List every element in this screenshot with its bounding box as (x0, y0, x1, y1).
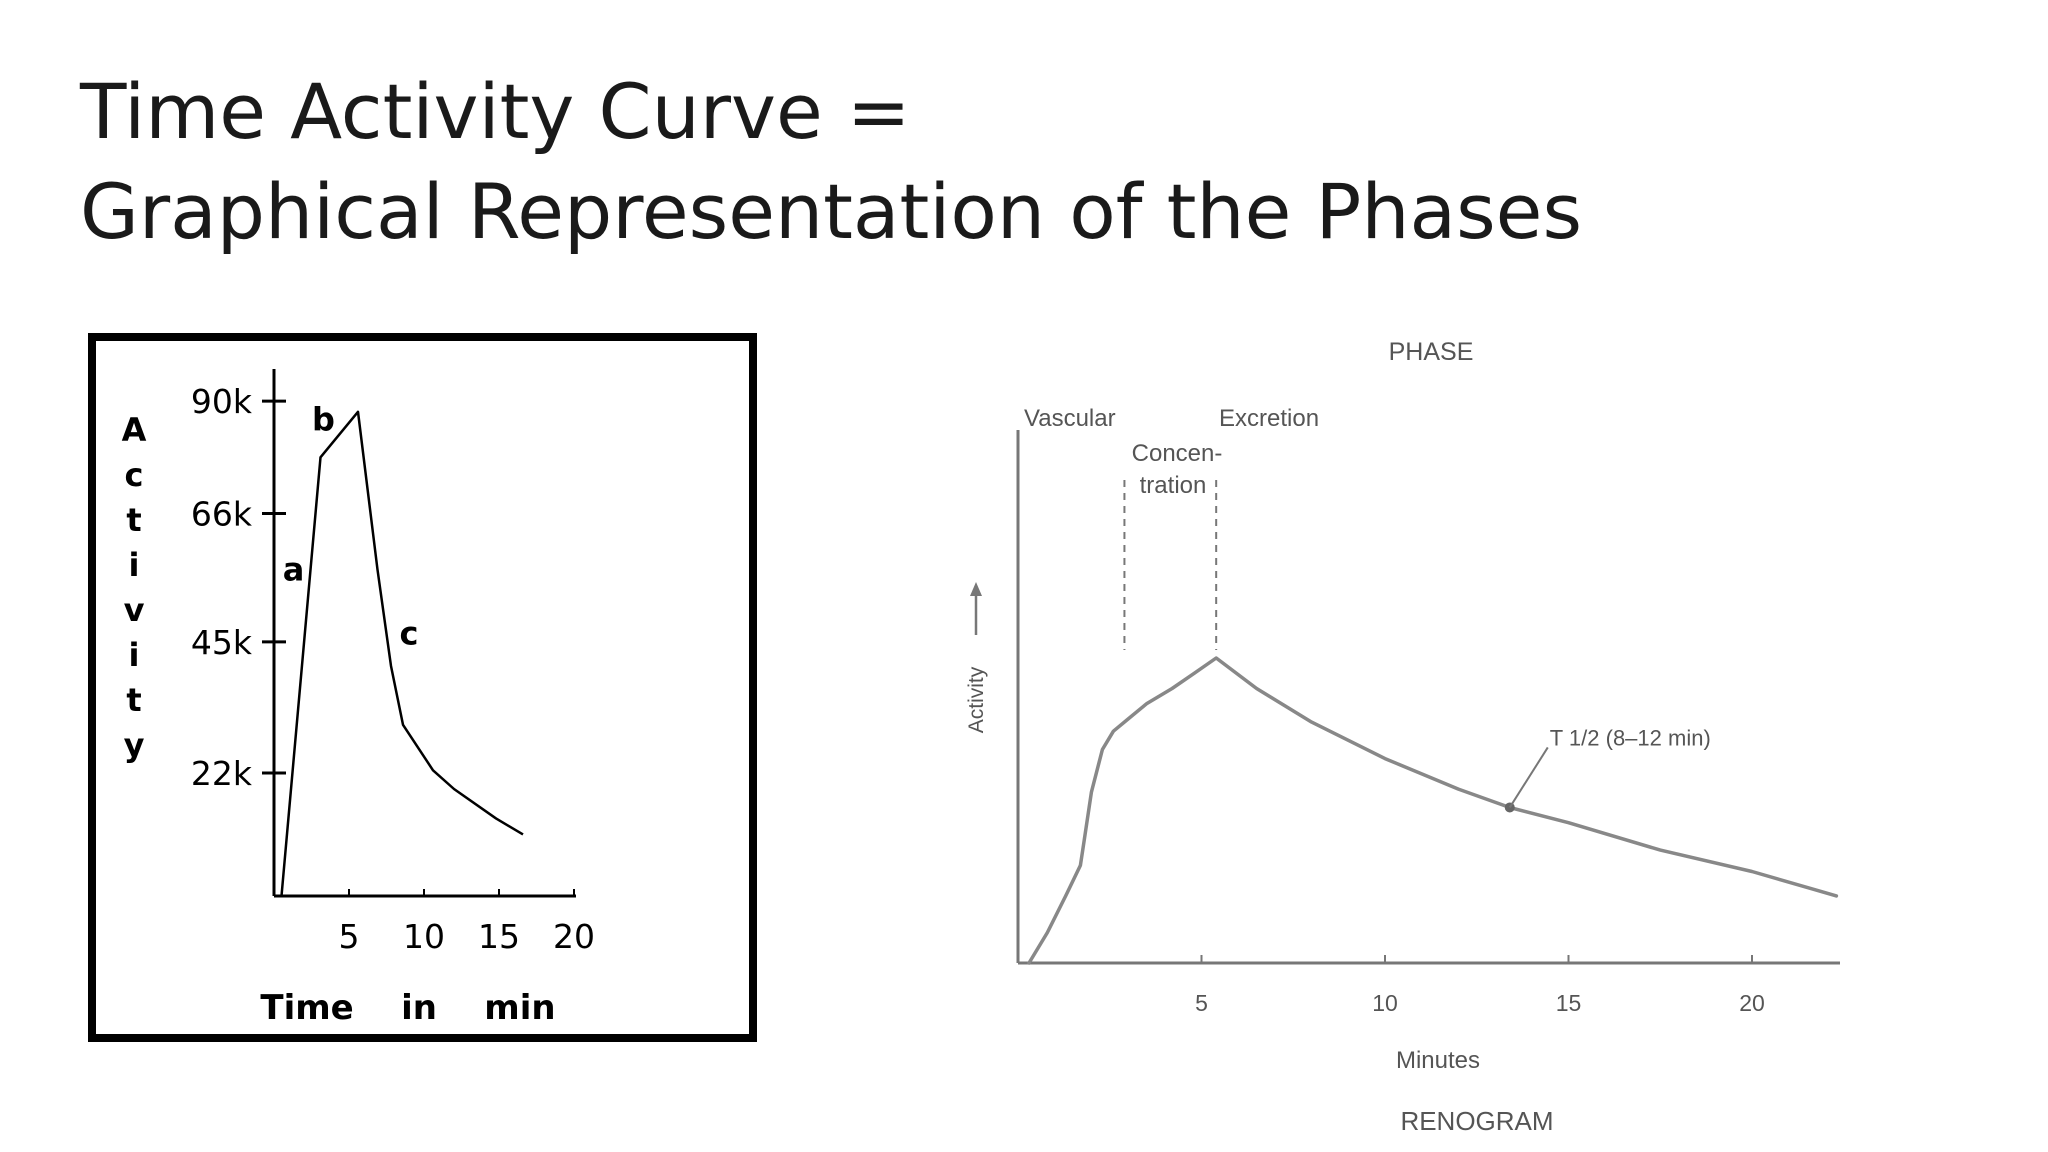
y-axis-label-letter-2: t (126, 501, 141, 539)
phase-label-concentration-1: Concen- (1132, 440, 1223, 467)
renogram-curve (1027, 656, 1839, 965)
x-tick-label-2: 15 (478, 917, 520, 956)
phase-label-concentration-2: tration (1140, 472, 1207, 499)
renogram-x-axis-title: Minutes (1396, 1047, 1480, 1074)
activity-curve (280, 410, 524, 897)
y-tick-label-2: 66k (191, 494, 253, 533)
phase-heading: PHASE (1389, 338, 1474, 366)
renogram-x-tick-label-2: 15 (1556, 990, 1582, 1016)
phase-annotation-a: a (283, 550, 305, 588)
y-axis-label-letter-1: c (125, 456, 144, 494)
renogram-chart-title: RENOGRAM (1400, 1106, 1553, 1136)
x-tick-label-1: 10 (403, 917, 445, 956)
x-axis-title: Time in min (260, 988, 555, 1028)
slide-title-line-2: Graphical Representation of the Phases (80, 167, 1583, 256)
phase-annotation-c: c (400, 615, 419, 653)
renogram-y-axis-label: Activity (965, 666, 988, 733)
half-time-leader-line (1508, 746, 1549, 808)
y-axis-label-letter-7: y (124, 726, 145, 764)
phase-annotation-b: b (312, 401, 335, 439)
y-tick-label-3: 90k (191, 382, 253, 421)
x-tick-label-3: 20 (553, 917, 595, 956)
y-axis-label-letter-4: v (124, 591, 145, 629)
renogram-x-tick-label-1: 10 (1372, 990, 1398, 1016)
phase-label-excretion: Excretion (1219, 405, 1319, 432)
x-tick-label-0: 5 (339, 917, 360, 956)
half-time-label: T 1/2 (8–12 min) (1550, 725, 1711, 750)
renogram-chart: 5 10 15 20 Minutes RENOGRAM PHASE Vascular Conce… (965, 338, 1840, 1136)
y-axis-label-letter-0: A (122, 411, 147, 449)
activity-arrow-head (970, 582, 982, 596)
phase-label-vascular: Vascular (1024, 405, 1116, 432)
y-tick-label-0: 22k (191, 754, 253, 793)
renogram-x-tick-label-0: 5 (1195, 990, 1208, 1016)
slide-title-line-1: Time Activity Curve = (80, 67, 911, 156)
renogram-x-tick-label-3: 20 (1739, 990, 1765, 1016)
y-axis-label-letter-6: t (126, 681, 141, 719)
y-axis-label-letter-5: i (129, 636, 140, 674)
y-tick-label-1: 45k (191, 623, 253, 662)
slide-title: Time Activity Curve = Graphical Represen… (80, 62, 1582, 262)
renogram-figure: 5 10 15 20 Minutes RENOGRAM PHASE Vascular Conce… (940, 330, 1840, 1150)
y-axis-label-letter-3: i (129, 546, 140, 584)
